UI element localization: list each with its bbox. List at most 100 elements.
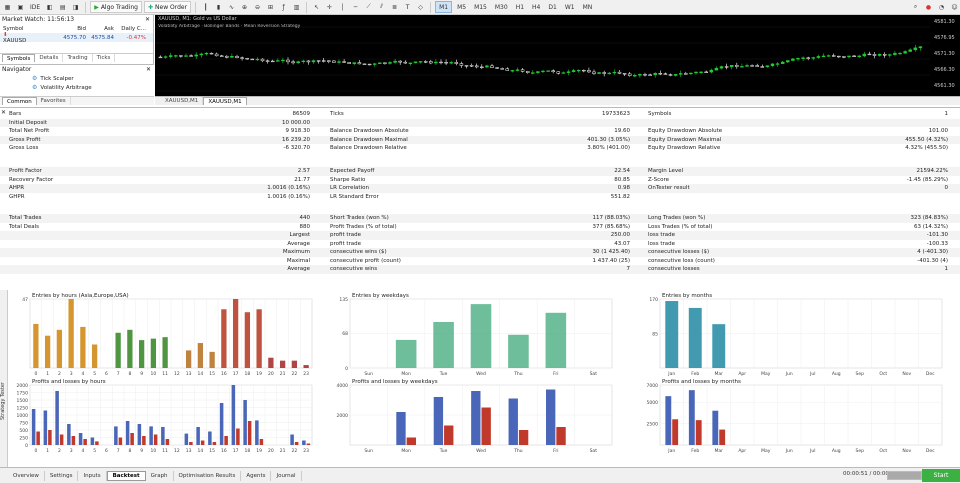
signals-icon[interactable]: ◔ <box>938 3 945 11</box>
zoom-in-icon[interactable]: ⊕ <box>242 3 248 11</box>
tf-m5[interactable]: M5 <box>457 3 467 11</box>
crosshair-icon[interactable]: ✛ <box>327 3 333 11</box>
candle <box>230 53 234 59</box>
text-icon[interactable]: T <box>405 3 410 11</box>
search-icon[interactable]: ⌕ <box>913 3 918 10</box>
folder-icon[interactable]: ▣ <box>17 3 24 11</box>
loss-bar <box>118 437 123 445</box>
notification-icon[interactable]: ● <box>925 3 932 11</box>
nav-item-tick-scalper[interactable]: ⚙ Tick Scalper <box>0 74 154 83</box>
tab-journal[interactable]: Journal <box>271 470 302 481</box>
algo-trading-button[interactable]: ▶ Algo Trading <box>90 1 142 13</box>
column-bid[interactable]: Bid <box>77 25 86 32</box>
candle <box>898 52 902 56</box>
ide-button[interactable]: IDE <box>30 3 41 11</box>
separator <box>85 1 87 13</box>
column-ask[interactable]: Ask <box>104 25 114 32</box>
stat-value: 401.30 (3.05%) <box>587 136 630 143</box>
tab-trading[interactable]: Trading <box>63 54 93 62</box>
x-tick-label: 6 <box>105 371 108 377</box>
tf-m30[interactable]: M30 <box>494 3 508 11</box>
x-tick-label: 5 <box>93 371 96 377</box>
chart-tab-1[interactable]: XAUUSD,M1 <box>161 97 204 105</box>
line-chart-icon[interactable]: ∿ <box>229 3 235 11</box>
close-icon[interactable]: ✕ <box>144 16 150 23</box>
tf-mn[interactable]: MN <box>582 3 593 11</box>
new-chart-icon[interactable]: ▦ <box>4 3 11 11</box>
close-icon[interactable]: ✕ <box>145 66 151 73</box>
profile-icon[interactable]: ◧ <box>46 3 53 11</box>
tf-h4[interactable]: H4 <box>532 3 541 11</box>
tab-ticks[interactable]: Ticks <box>93 54 116 62</box>
y-tick-label: 250 <box>19 436 28 442</box>
tf-d1[interactable]: D1 <box>548 3 557 11</box>
fibo-icon[interactable]: ≣ <box>392 3 398 11</box>
bar-chart-icon[interactable]: ┃ <box>203 3 208 11</box>
indicators-icon[interactable]: ƒ <box>282 3 285 11</box>
candle <box>801 56 805 61</box>
tf-m1[interactable]: M1 <box>435 1 453 13</box>
tab-agents[interactable]: Agents <box>241 470 272 481</box>
stat-value: 880 <box>299 223 311 230</box>
candle <box>668 73 673 77</box>
backtest-charts-svg: Entries by hours (Asia,Europe,USA)470 1 2 3… <box>17 293 943 454</box>
tab-backtest[interactable]: Backtest <box>106 470 146 481</box>
stat-label: Margin Level <box>648 168 684 175</box>
candles-icon[interactable]: ▮ <box>216 3 221 11</box>
trendline-icon[interactable]: ⟋ <box>366 3 371 10</box>
chart-tab-2[interactable]: XAUUSD,M1 <box>203 97 247 105</box>
stat-label: Maximal <box>286 257 310 264</box>
tab-inputs[interactable]: Inputs <box>78 470 107 481</box>
channel-icon[interactable]: ⫽ <box>380 3 383 10</box>
stat-label: Equity Drawdown Maximal <box>648 136 722 143</box>
candle <box>658 70 663 76</box>
market-watch-header: Market Watch: 11:56:13 ✕ <box>0 15 153 24</box>
chart-title: Entries by months <box>662 293 712 299</box>
column-daily-change[interactable]: Daily C... <box>121 25 146 32</box>
tf-h1[interactable]: H1 <box>515 3 525 11</box>
symbol-row[interactable]: ⬇ XAUUSD 4575.70 4575.84 -0.47% <box>0 32 153 44</box>
bar <box>688 307 702 368</box>
x-tick-label: Wed <box>476 371 486 377</box>
start-button[interactable]: Start <box>922 469 960 482</box>
tab-common[interactable]: Common <box>2 97 37 105</box>
candle <box>418 61 423 64</box>
tab-symbols[interactable]: Symbols <box>2 54 36 62</box>
user-icon[interactable]: ☺ <box>951 3 958 11</box>
new-order-button[interactable]: ✚ New Order <box>143 1 192 13</box>
tab-settings[interactable]: Settings <box>45 470 79 481</box>
candle <box>209 52 214 55</box>
templates-icon[interactable]: ▥ <box>293 3 300 11</box>
column-symbol[interactable]: Symbol <box>3 25 24 32</box>
tab-optimisation-results[interactable]: Optimisation Results <box>174 470 242 481</box>
cursor-icon[interactable]: ↖ <box>314 3 320 11</box>
nav-item-volatility-arbitrage[interactable]: ⚙ Volatility Arbitrage <box>0 83 154 92</box>
close-icon[interactable]: ✕ <box>1 109 7 116</box>
zoom-out-icon[interactable]: ⊖ <box>255 3 261 11</box>
tf-w1[interactable]: W1 <box>564 3 575 11</box>
tab-details[interactable]: Details <box>35 54 64 62</box>
tab-favorites[interactable]: Favorites <box>37 97 71 105</box>
candle <box>301 59 306 64</box>
candle <box>357 60 362 65</box>
price-chart[interactable]: 4581.30 4576.95 4571.30 4566.30 4561.30 XAUU… <box>155 15 960 96</box>
horizontal-line-icon[interactable]: ─ <box>353 3 358 11</box>
candle <box>408 62 413 66</box>
tab-graph[interactable]: Graph <box>146 470 174 481</box>
tf-m15[interactable]: M15 <box>474 3 487 11</box>
loss-bar <box>294 442 299 445</box>
profit-bar <box>231 385 236 445</box>
y-tick-label: 85 <box>652 332 658 338</box>
vertical-line-icon[interactable]: │ <box>340 3 345 11</box>
terminal-icon[interactable]: ▤ <box>59 3 66 11</box>
market-watch-title: Market Watch: 11:56:13 <box>2 16 75 23</box>
candle <box>174 54 178 58</box>
grid-icon[interactable]: ⊞ <box>268 3 274 11</box>
candle <box>474 63 479 69</box>
tab-overview[interactable]: Overview <box>8 470 45 481</box>
shapes-icon[interactable]: ◇ <box>418 3 423 11</box>
stat-label: Symbols <box>648 111 672 118</box>
candle <box>908 48 912 53</box>
candle <box>291 59 295 65</box>
tester-icon[interactable]: ◨ <box>72 3 79 11</box>
